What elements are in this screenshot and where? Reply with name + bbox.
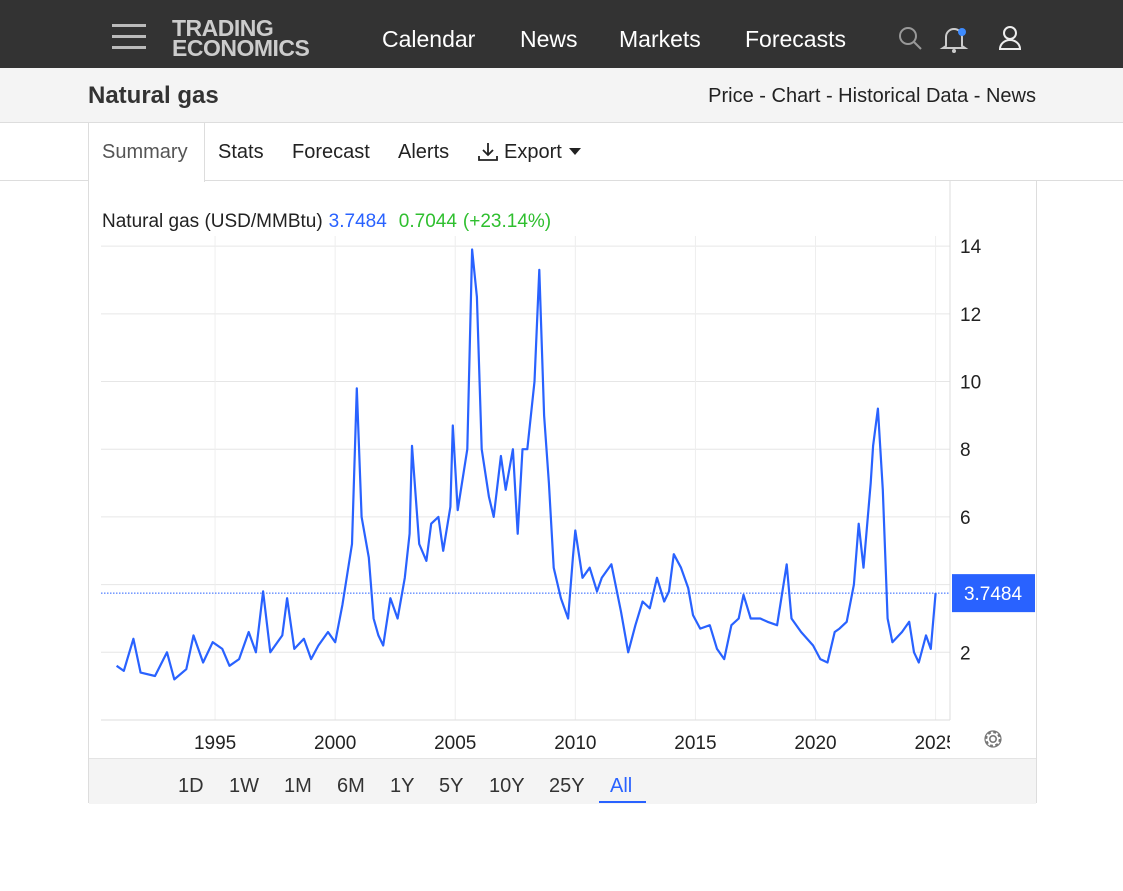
x-tick-label: 2010: [554, 733, 596, 754]
x-tick-label: 1995: [194, 733, 236, 754]
legend-part: 0.7044: [399, 211, 458, 232]
legend-part: 3.7484: [329, 211, 388, 232]
active-tab: [88, 122, 205, 182]
menu-icon[interactable]: [110, 22, 146, 50]
tab[interactable]: Summary: [102, 141, 188, 163]
y-tick-label: 12: [960, 305, 981, 326]
last-value-label: 3.7484: [964, 584, 1023, 605]
range-button[interactable]: 1W: [229, 775, 259, 797]
legend: Natural gas (USD/MMBtu) 3.7484 0.7044 (+23.…: [102, 211, 551, 232]
header-links[interactable]: Price - Chart - Historical Data - News: [708, 85, 1036, 107]
caret: [569, 148, 581, 155]
nav-icons: [899, 26, 1022, 53]
settings-icon[interactable]: [984, 730, 1002, 748]
nav-link[interactable]: News: [520, 26, 578, 52]
price-line: [115, 248, 937, 681]
search-icon[interactable]: [899, 27, 922, 50]
legend-part: (+23.14%): [463, 211, 551, 232]
x-tick-label: 2015: [674, 733, 716, 754]
x-tick-label: 2025: [914, 733, 956, 754]
x-axis: 1995 2000 2005 2010 2015 2020 2025: [194, 733, 956, 754]
nav-link[interactable]: Calendar: [382, 26, 476, 52]
x-tick-label: 2000: [314, 733, 356, 754]
range-button[interactable]: 5Y: [439, 775, 464, 797]
range-button[interactable]: 6M: [337, 775, 365, 797]
logo[interactable]: ECONOMICS: [172, 35, 310, 61]
range-button[interactable]: All: [610, 775, 633, 797]
range-bar: [89, 758, 1036, 804]
x-tick-label: 2020: [794, 733, 836, 754]
active-underline: [599, 801, 646, 803]
y-tick-label: 8: [960, 440, 971, 461]
y-tick-label: 2: [960, 643, 971, 664]
range-button[interactable]: 10Y: [489, 775, 525, 797]
range-button[interactable]: 1M: [284, 775, 312, 797]
range-button[interactable]: 25Y: [549, 775, 585, 797]
bell-icon[interactable]: [939, 28, 969, 53]
last-value-box: [952, 574, 1035, 613]
chart: 199520002005201020152020202524681012143.…: [101, 180, 1035, 754]
page-title: Natural gas: [88, 82, 219, 109]
y-tick-label: 6: [960, 508, 971, 529]
nav-link[interactable]: Markets: [619, 26, 701, 52]
x-tick-label: 2005: [434, 733, 476, 754]
range-button[interactable]: 1Y: [390, 775, 415, 797]
logo[interactable]: TRADING: [172, 15, 274, 41]
user-icon[interactable]: [998, 26, 1022, 50]
download-icon[interactable]: [477, 141, 499, 163]
y-tick-label: 10: [960, 373, 981, 394]
range-button[interactable]: 1D: [178, 775, 204, 797]
tabs: [0, 122, 1123, 181]
tab[interactable]: Export: [504, 141, 562, 163]
y-tick-label: 14: [960, 237, 982, 258]
tab[interactable]: Stats: [218, 141, 264, 163]
tab[interactable]: Forecast: [292, 141, 370, 163]
legend-part: Natural gas (USD/MMBtu): [102, 211, 323, 232]
nav-link[interactable]: Forecasts: [745, 26, 846, 52]
tab[interactable]: Alerts: [398, 141, 450, 163]
top-bar: [0, 0, 1123, 68]
sub-header: [0, 68, 1123, 123]
